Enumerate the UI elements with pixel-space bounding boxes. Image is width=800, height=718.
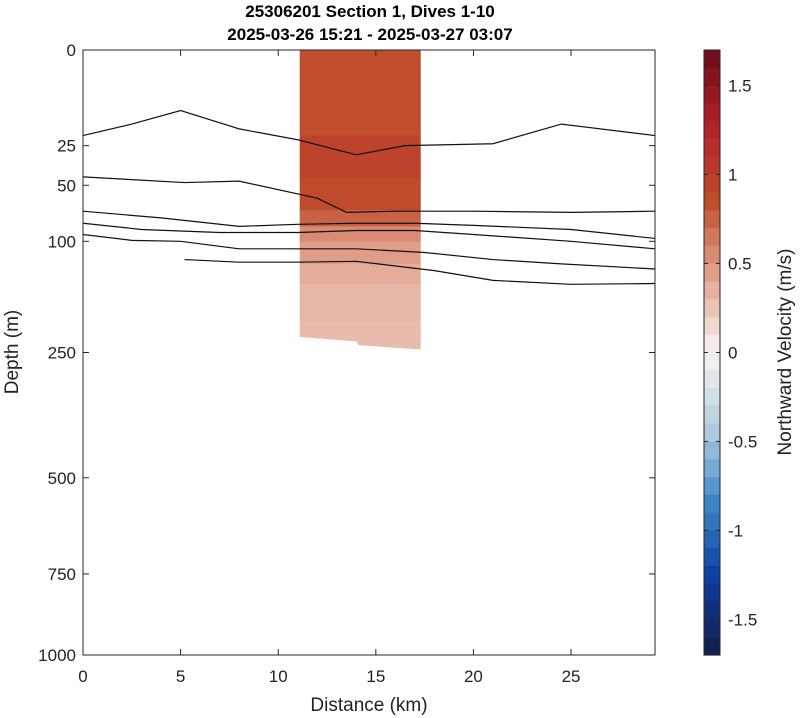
y-tick-label: 100 — [48, 232, 76, 251]
colorbar-segment — [704, 174, 720, 193]
velocity-band — [299, 241, 421, 265]
contour-line — [82, 109, 656, 156]
colorbar-tick-label: 0.5 — [728, 255, 752, 274]
colorbar-segment — [704, 405, 720, 425]
velocity-band — [299, 263, 421, 285]
contour-line — [82, 176, 656, 213]
colorbar-segment — [704, 548, 720, 567]
y-tick-label: 50 — [57, 176, 76, 195]
x-axis: 0 5 10 15 20 25 — [78, 50, 581, 686]
y-axis: 0 25 50 100 250 500 750 1000 — [38, 41, 655, 665]
colorbar-segment — [704, 370, 720, 389]
colorbar-segment — [704, 530, 720, 549]
x-tick-label: 20 — [464, 667, 483, 686]
y-tick-label: 25 — [57, 137, 76, 156]
colorbar-segment — [704, 619, 720, 638]
colorbar-segment — [704, 227, 720, 247]
x-tick-label: 15 — [366, 667, 385, 686]
colorbar-segment — [704, 67, 720, 87]
colorbar-segment — [704, 50, 720, 69]
colorbar-segment — [704, 566, 720, 585]
y-axis-label: Depth (m) — [2, 310, 23, 394]
colorbar-segment — [704, 245, 720, 265]
colorbar-tick-label: -1.5 — [728, 610, 757, 629]
velocity-band — [299, 226, 421, 242]
colorbar-segment — [704, 441, 720, 460]
chart-subtitle: 2025-03-26 15:21 - 2025-03-27 03:07 — [227, 25, 512, 44]
colorbar-segment — [704, 512, 720, 532]
contour-line — [184, 258, 656, 285]
colorbar-tick-label: 1 — [728, 166, 737, 185]
colorbar-segment — [704, 494, 720, 514]
colorbar-tick-label: 0 — [728, 344, 737, 363]
colorbar-tick-label: -1 — [728, 521, 743, 540]
colorbar-tick-label: 1.5 — [728, 77, 752, 96]
colorbar-segment — [704, 459, 720, 478]
contour-line — [82, 222, 656, 250]
chart-title: 25306201 Section 1, Dives 1-10 — [245, 2, 495, 21]
colorbar-segment — [704, 263, 720, 282]
colorbar-segment — [704, 299, 720, 318]
y-tick-label: 500 — [48, 469, 76, 488]
colorbar-segment — [704, 85, 720, 104]
colorbar-segment — [704, 281, 720, 300]
colorbar-segment — [704, 103, 720, 122]
colorbar-tick-label: -0.5 — [728, 432, 757, 451]
colorbar-segment — [704, 477, 720, 496]
x-tick-label: 0 — [78, 667, 87, 686]
colorbar-segment — [704, 316, 720, 336]
contour-line — [82, 210, 656, 240]
colorbar: -1.5 -1 -0.5 0 0.5 1 1.5 — [703, 49, 757, 656]
velocity-band — [299, 284, 421, 322]
velocity-section — [299, 50, 421, 350]
velocity-bottom — [299, 320, 421, 350]
contour-line — [82, 233, 656, 270]
colorbar-segment — [704, 352, 720, 371]
y-tick-label: 750 — [48, 565, 76, 584]
y-tick-label: 250 — [48, 344, 76, 363]
x-tick-label: 10 — [269, 667, 288, 686]
colorbar-segment — [704, 138, 720, 158]
velocity-band — [299, 178, 421, 211]
colorbar-segment — [704, 334, 720, 354]
y-tick-label: 1000 — [38, 646, 76, 665]
x-axis-label: Distance (km) — [310, 695, 427, 716]
colorbar-segment — [704, 583, 720, 603]
contour-lines — [82, 109, 656, 285]
colorbar-segment — [704, 121, 720, 140]
x-tick-label: 5 — [176, 667, 185, 686]
velocity-band — [299, 135, 421, 179]
colorbar-segment — [704, 192, 720, 211]
colorbar-label: Northward Velocity (m/s) — [775, 249, 796, 456]
colorbar-segment — [704, 637, 720, 656]
colorbar-segment — [704, 210, 720, 229]
y-tick-label: 0 — [67, 41, 76, 60]
colorbar-segment — [704, 156, 720, 176]
velocity-band — [299, 50, 421, 137]
colorbar-segment — [704, 388, 720, 407]
x-tick-label: 25 — [562, 667, 581, 686]
colorbar-segment — [704, 423, 720, 443]
colorbar-segment — [704, 601, 720, 621]
